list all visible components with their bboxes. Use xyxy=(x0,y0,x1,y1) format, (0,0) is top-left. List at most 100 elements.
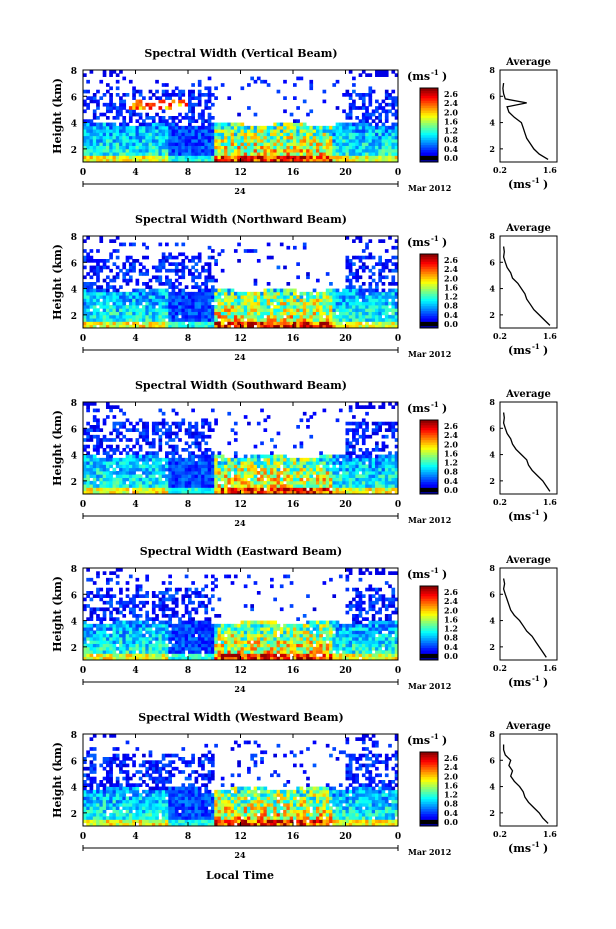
heatmap-cell xyxy=(178,252,182,257)
heatmap-cell xyxy=(112,620,117,625)
heatmap-cell xyxy=(230,295,235,299)
heatmap-cell xyxy=(391,477,396,482)
heatmap-cell xyxy=(388,425,392,429)
heatmap-cell xyxy=(266,457,271,462)
heatmap-cell xyxy=(188,314,192,319)
heatmap-cell xyxy=(381,457,386,462)
heatmap-cell xyxy=(184,125,189,130)
heatmap-cell xyxy=(352,239,356,243)
heatmap-cell xyxy=(319,295,323,299)
heatmap-cell xyxy=(263,324,268,329)
heatmap-cell xyxy=(86,591,90,595)
heatmap-cell xyxy=(148,308,153,312)
heatmap-cell xyxy=(348,295,353,299)
heatmap-cell xyxy=(270,451,274,455)
heatmap-cell xyxy=(128,461,133,465)
heatmap-cell xyxy=(161,308,166,312)
heatmap-cell xyxy=(119,324,123,329)
heatmap-cell xyxy=(394,402,399,406)
heatmap-cell xyxy=(119,477,123,482)
heatmap-cell xyxy=(122,464,127,469)
heatmap-cell xyxy=(289,135,294,140)
heatmap-cell xyxy=(381,490,386,495)
heatmap-cell xyxy=(243,471,248,475)
heatmap-cell xyxy=(178,268,182,273)
heatmap-cell xyxy=(115,457,120,462)
heatmap-cell xyxy=(230,487,235,492)
heatmap-cell xyxy=(102,467,107,472)
heatmap-cell xyxy=(207,318,212,322)
colorbar-swatch xyxy=(420,432,438,436)
heatmap-cell xyxy=(155,477,159,482)
heatmap-cell xyxy=(83,158,87,163)
heatmap-cell xyxy=(115,135,120,140)
heatmap-cell xyxy=(309,295,314,299)
heatmap-cell xyxy=(315,301,320,306)
heatmap-cell xyxy=(319,311,323,316)
heatmap-cell xyxy=(197,148,202,153)
x-tick-label: 20 xyxy=(339,168,352,178)
heatmap-cell xyxy=(128,278,133,283)
heatmap-cell xyxy=(217,471,222,475)
heatmap-cell xyxy=(250,142,255,146)
heatmap-cell xyxy=(125,464,130,469)
heatmap-cell xyxy=(132,301,136,306)
heatmap-cell xyxy=(83,318,87,322)
heatmap-cell xyxy=(348,102,353,107)
heatmap-cell xyxy=(122,99,127,104)
heatmap-cell xyxy=(306,139,310,143)
heatmap-cell xyxy=(381,464,386,469)
heatmap-cell xyxy=(112,145,117,150)
heatmap-cell xyxy=(293,474,297,478)
heatmap-cell xyxy=(263,135,268,140)
heatmap-cell xyxy=(233,295,238,299)
heatmap-cell xyxy=(174,314,179,319)
heatmap-cell xyxy=(92,295,97,299)
heatmap-cell xyxy=(220,471,225,475)
heatmap-cell xyxy=(201,152,205,156)
heatmap-cell xyxy=(394,122,399,127)
heatmap-cell xyxy=(125,142,130,146)
heatmap-cell xyxy=(112,314,117,319)
heatmap-cell xyxy=(309,321,314,326)
heatmap-cell xyxy=(240,298,245,303)
colorbar-swatch xyxy=(420,137,438,141)
heatmap-cell xyxy=(394,255,399,260)
heatmap-cell xyxy=(142,288,146,293)
heatmap-cell xyxy=(217,321,222,326)
heatmap-cell xyxy=(289,477,294,482)
heatmap-cell xyxy=(102,152,107,156)
heatmap-cell xyxy=(99,587,104,592)
heatmap-cell xyxy=(168,477,172,482)
heatmap-cell xyxy=(191,265,195,270)
heatmap-cell xyxy=(165,135,169,140)
heatmap-cell xyxy=(365,477,369,482)
heatmap-cell xyxy=(132,86,136,91)
heatmap-cell xyxy=(276,490,281,495)
heatmap-cell xyxy=(286,480,291,485)
heatmap-cell xyxy=(105,633,110,638)
heatmap-cell xyxy=(338,129,343,133)
heatmap-cell xyxy=(194,484,199,488)
heatmap-cell xyxy=(148,467,153,472)
heatmap-cell xyxy=(352,99,356,104)
heatmap-cell xyxy=(214,298,218,303)
heatmap-cell xyxy=(355,298,360,303)
heatmap-cell xyxy=(168,438,172,442)
heatmap-cell xyxy=(174,242,179,247)
heatmap-cell xyxy=(109,132,113,137)
heatmap-cell xyxy=(92,99,97,104)
heatmap-cell xyxy=(151,116,156,120)
heatmap-cell xyxy=(105,148,110,153)
heatmap-cell xyxy=(83,288,87,293)
heatmap-cell xyxy=(227,474,232,478)
heatmap-cell xyxy=(109,145,113,150)
heatmap-cell xyxy=(325,318,330,322)
heatmap-cell xyxy=(342,305,346,309)
heatmap-cell xyxy=(96,574,100,579)
heatmap-cell xyxy=(388,148,392,153)
heatmap-cell xyxy=(125,487,130,492)
heatmap-cell xyxy=(132,643,136,648)
heatmap-cell xyxy=(86,434,90,439)
heatmap-cell xyxy=(230,288,235,293)
